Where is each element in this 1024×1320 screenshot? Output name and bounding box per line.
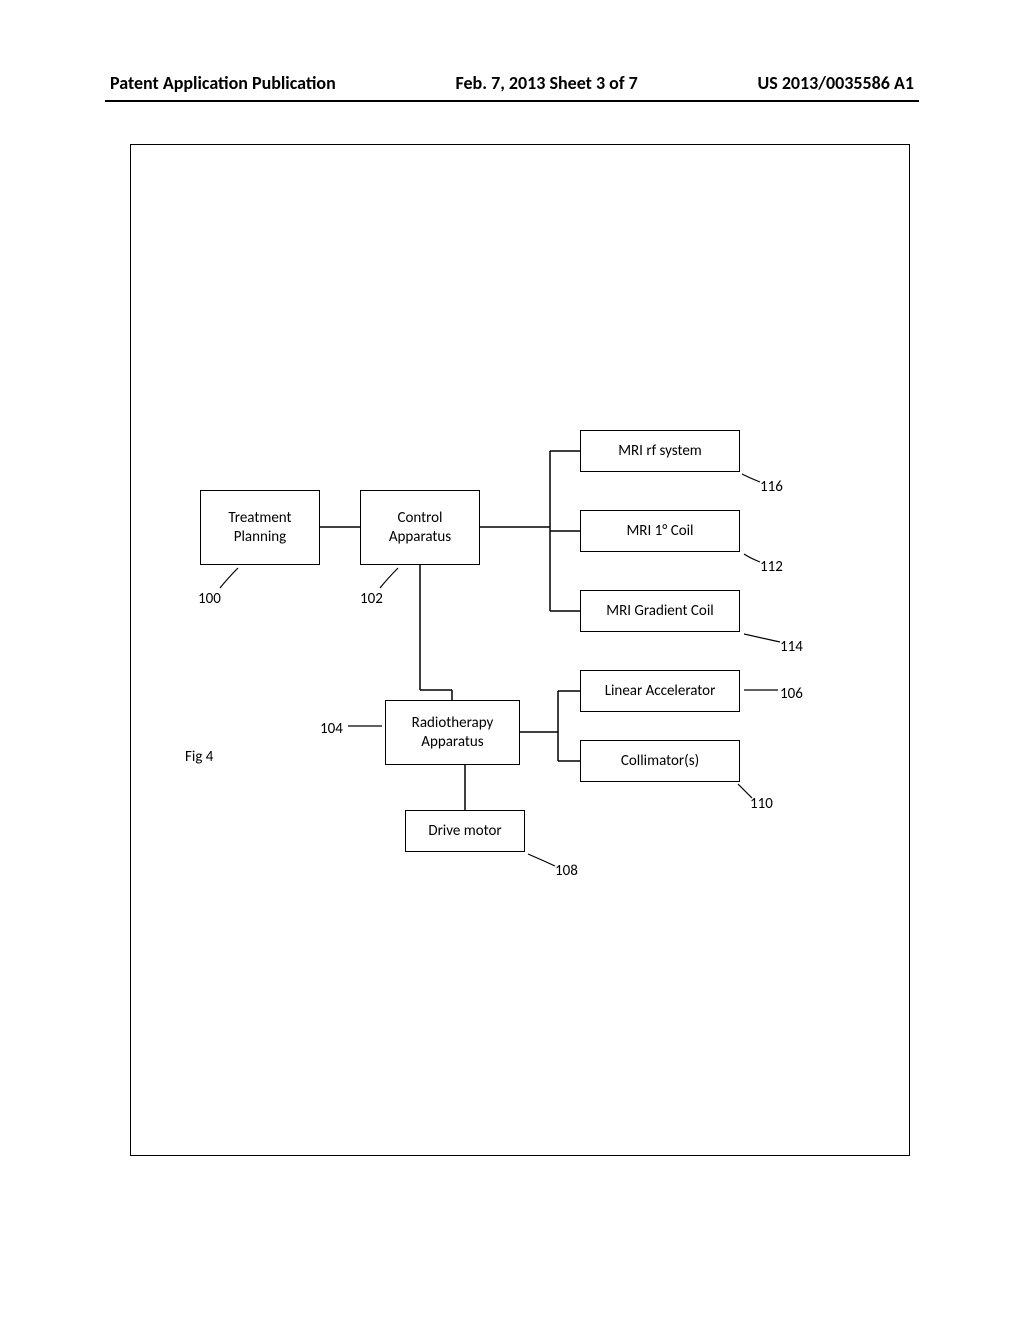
lead-lines: [130, 430, 910, 960]
header-center: Feb. 7, 2013 Sheet 3 of 7: [456, 72, 638, 94]
page: Patent Application Publication Feb. 7, 2…: [0, 0, 1024, 1320]
header-left: Patent Application Publication: [110, 72, 336, 94]
page-header: Patent Application Publication Feb. 7, 2…: [0, 72, 1024, 94]
block-diagram: TreatmentPlanning ControlApparatus MRI r…: [130, 430, 910, 960]
header-rule: [105, 100, 919, 102]
figure-label: Fig 4: [185, 748, 213, 766]
header-right: US 2013/0035586 A1: [757, 72, 914, 94]
